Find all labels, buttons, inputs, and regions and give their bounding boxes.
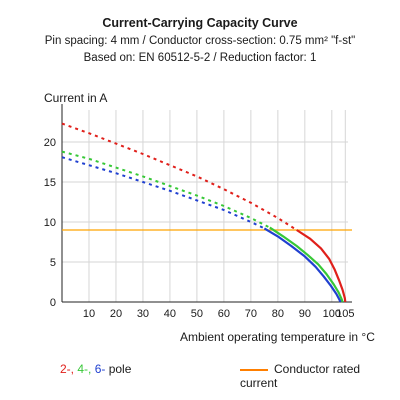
x-axis-label: Ambient operating temperature in °C	[180, 330, 375, 344]
legend-pole-suffix: pole	[105, 362, 132, 376]
legend-4-pole: 4-,	[77, 362, 95, 376]
x-tick-label: 10	[83, 308, 95, 320]
y-tick-label: 10	[44, 217, 56, 229]
x-tick-label: 90	[299, 308, 311, 320]
chart-title: Current-Carrying Capacity Curve	[102, 16, 298, 30]
series-2-solid-line	[263, 227, 342, 303]
y-tick-label: 5	[50, 257, 56, 269]
x-tick-label: 30	[137, 308, 149, 320]
x-tick-label: 20	[110, 308, 122, 320]
chart-subtitle-line-2: Based on: EN 60512-5-2 / Reduction facto…	[83, 52, 317, 64]
pole-legend: 2-, 4-, 6- pole	[60, 362, 131, 376]
legend-2-pole: 2-,	[60, 362, 78, 376]
x-tick-label: 50	[191, 308, 203, 320]
rated-current-swatch	[240, 368, 268, 371]
series-0-solid-line	[296, 229, 347, 303]
y-tick-label: 15	[44, 177, 56, 189]
series-1-dashed-line	[61, 150, 271, 229]
x-tick-label: 40	[164, 308, 176, 320]
y-tick-label: 0	[50, 297, 56, 309]
y-tick-label: 20	[44, 137, 56, 149]
series-0-dashed-line	[61, 122, 298, 231]
rated-current-label: Conductor rated current	[240, 362, 361, 390]
x-tick-label: 100	[323, 308, 341, 320]
x-tick-label: 105	[336, 308, 354, 320]
series-1-solid-line	[269, 226, 344, 303]
legend-6-pole: 6-	[94, 362, 106, 376]
x-tick-label: 80	[272, 308, 284, 320]
x-tick-label: 60	[218, 308, 230, 320]
chart-subtitle-line-1: Pin spacing: 4 mm / Conductor cross-sect…	[44, 35, 356, 47]
y-axis-label: Current in A	[44, 91, 108, 105]
rated-current-legend: Conductor rated current	[240, 362, 400, 390]
x-tick-label: 70	[245, 308, 257, 320]
series-2-dashed-line	[61, 156, 265, 230]
